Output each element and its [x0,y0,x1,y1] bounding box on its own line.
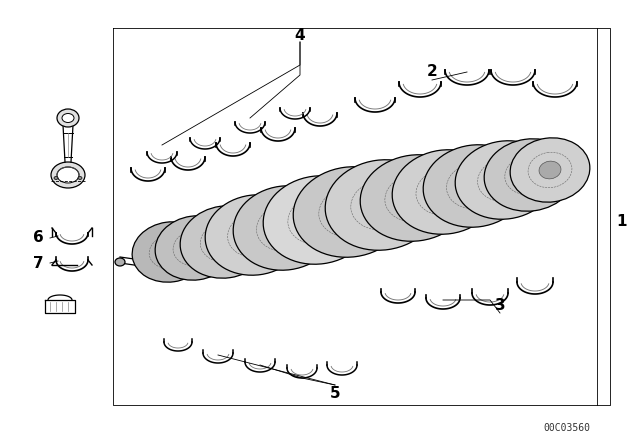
Ellipse shape [57,167,79,183]
Ellipse shape [62,113,74,122]
Ellipse shape [212,232,237,252]
Ellipse shape [423,145,527,227]
Ellipse shape [484,139,576,211]
Ellipse shape [366,193,397,217]
Ellipse shape [180,206,270,278]
Text: 6: 6 [33,231,44,246]
Ellipse shape [241,224,269,246]
Ellipse shape [233,186,337,270]
Text: 7: 7 [33,255,44,271]
Ellipse shape [78,177,82,180]
Ellipse shape [51,162,85,188]
Ellipse shape [132,222,208,282]
Ellipse shape [293,167,407,257]
Text: 1: 1 [617,215,627,229]
Ellipse shape [400,186,430,210]
Ellipse shape [271,216,300,240]
Ellipse shape [115,258,125,266]
Ellipse shape [510,138,590,202]
Ellipse shape [54,177,58,180]
Ellipse shape [325,160,439,250]
Ellipse shape [139,251,157,265]
Ellipse shape [455,141,555,219]
Ellipse shape [263,176,373,264]
Ellipse shape [517,165,543,185]
Ellipse shape [360,155,470,241]
Ellipse shape [461,175,489,197]
Text: 4: 4 [294,27,305,43]
Ellipse shape [205,195,305,275]
Ellipse shape [184,239,206,257]
Ellipse shape [159,244,180,260]
Ellipse shape [57,109,79,127]
Ellipse shape [303,208,333,232]
Ellipse shape [334,199,365,224]
Text: 2: 2 [427,65,437,79]
Ellipse shape [539,161,561,179]
Ellipse shape [431,181,460,204]
Text: 00C03560: 00C03560 [543,423,590,433]
Ellipse shape [492,169,518,191]
Ellipse shape [155,216,235,280]
Ellipse shape [392,150,498,234]
Text: 5: 5 [330,385,340,401]
Text: 3: 3 [495,297,506,313]
